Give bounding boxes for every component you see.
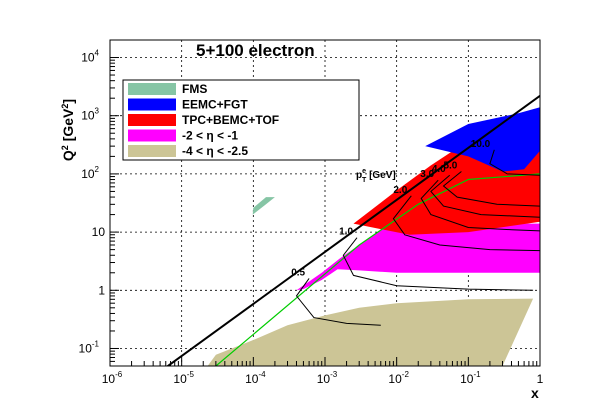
y-tick-label: 102 bbox=[81, 165, 99, 181]
pt-curve-label: 0.5 bbox=[291, 267, 305, 278]
pt-curve bbox=[420, 179, 541, 232]
legend-swatch bbox=[128, 114, 176, 126]
pt-curve-label: 4.0 bbox=[432, 164, 446, 175]
x-tick-label: 10-6 bbox=[102, 370, 123, 386]
pt-curve bbox=[430, 174, 541, 218]
legend-label: -4 < η < -2.5 bbox=[182, 144, 248, 158]
x-tick-label: 10-5 bbox=[173, 370, 194, 386]
legend-swatch bbox=[128, 83, 176, 95]
legend-swatch bbox=[128, 98, 176, 111]
y-tick-label: 10 bbox=[92, 225, 106, 239]
legend-swatch bbox=[128, 129, 176, 142]
x-tick-label: 10-2 bbox=[388, 370, 409, 386]
pt-curve bbox=[489, 149, 541, 176]
x-axis-title: x bbox=[531, 385, 539, 401]
pt-axis-label: pe T [GeV] bbox=[356, 168, 396, 184]
pt-curves: 0.5 1.0 2.0 3.04.05.0 10.0 bbox=[291, 139, 541, 326]
kinematic-limit-line bbox=[166, 94, 540, 366]
inelasticity-line bbox=[215, 173, 540, 366]
y-tick-label: 104 bbox=[81, 49, 99, 65]
region-3 bbox=[296, 223, 540, 291]
region-4 bbox=[207, 298, 534, 366]
pt-curve-label: 3.0 bbox=[420, 169, 434, 180]
pt-curve-label: 10.0 bbox=[471, 139, 491, 150]
pt-curve bbox=[295, 278, 381, 326]
y-tick-label: 1 bbox=[98, 283, 105, 297]
y-axis-title: Q2 [GeV2] bbox=[60, 99, 76, 161]
y-tick-label: 10-1 bbox=[79, 339, 100, 355]
legend-label: EEMC+FGT bbox=[182, 98, 248, 112]
legend-label: -2 < η < -1 bbox=[182, 129, 238, 143]
axes: 10-6 10-5 10-4 10-3 10-2 10-1 1 10-1 1 10 102 103 10… bbox=[79, 39, 544, 386]
region-1 bbox=[425, 107, 540, 172]
pt-curve bbox=[442, 171, 541, 207]
y-tick-label: 103 bbox=[81, 107, 99, 123]
pt-curve-label: 5.0 bbox=[443, 160, 457, 171]
acceptance-regions bbox=[207, 107, 540, 366]
legend-swatch bbox=[128, 145, 176, 157]
kinematic-lines bbox=[166, 94, 540, 366]
pt-curve-label: 2.0 bbox=[393, 185, 407, 196]
pt-curve bbox=[392, 195, 541, 252]
x-tick-label: 10-3 bbox=[317, 370, 338, 386]
pt-curve-label: 1.0 bbox=[339, 227, 353, 238]
pt-curve bbox=[342, 237, 534, 291]
x-tick-label: 10-4 bbox=[245, 370, 266, 386]
legend-label: FMS bbox=[182, 82, 207, 96]
x-tick-label: 10-1 bbox=[460, 370, 481, 386]
chart-title: 5+100 electron bbox=[196, 41, 315, 60]
x-tick-label: 1 bbox=[537, 372, 544, 386]
legend-label: TPC+BEMC+TOF bbox=[182, 113, 279, 127]
region-0 bbox=[252, 197, 275, 215]
